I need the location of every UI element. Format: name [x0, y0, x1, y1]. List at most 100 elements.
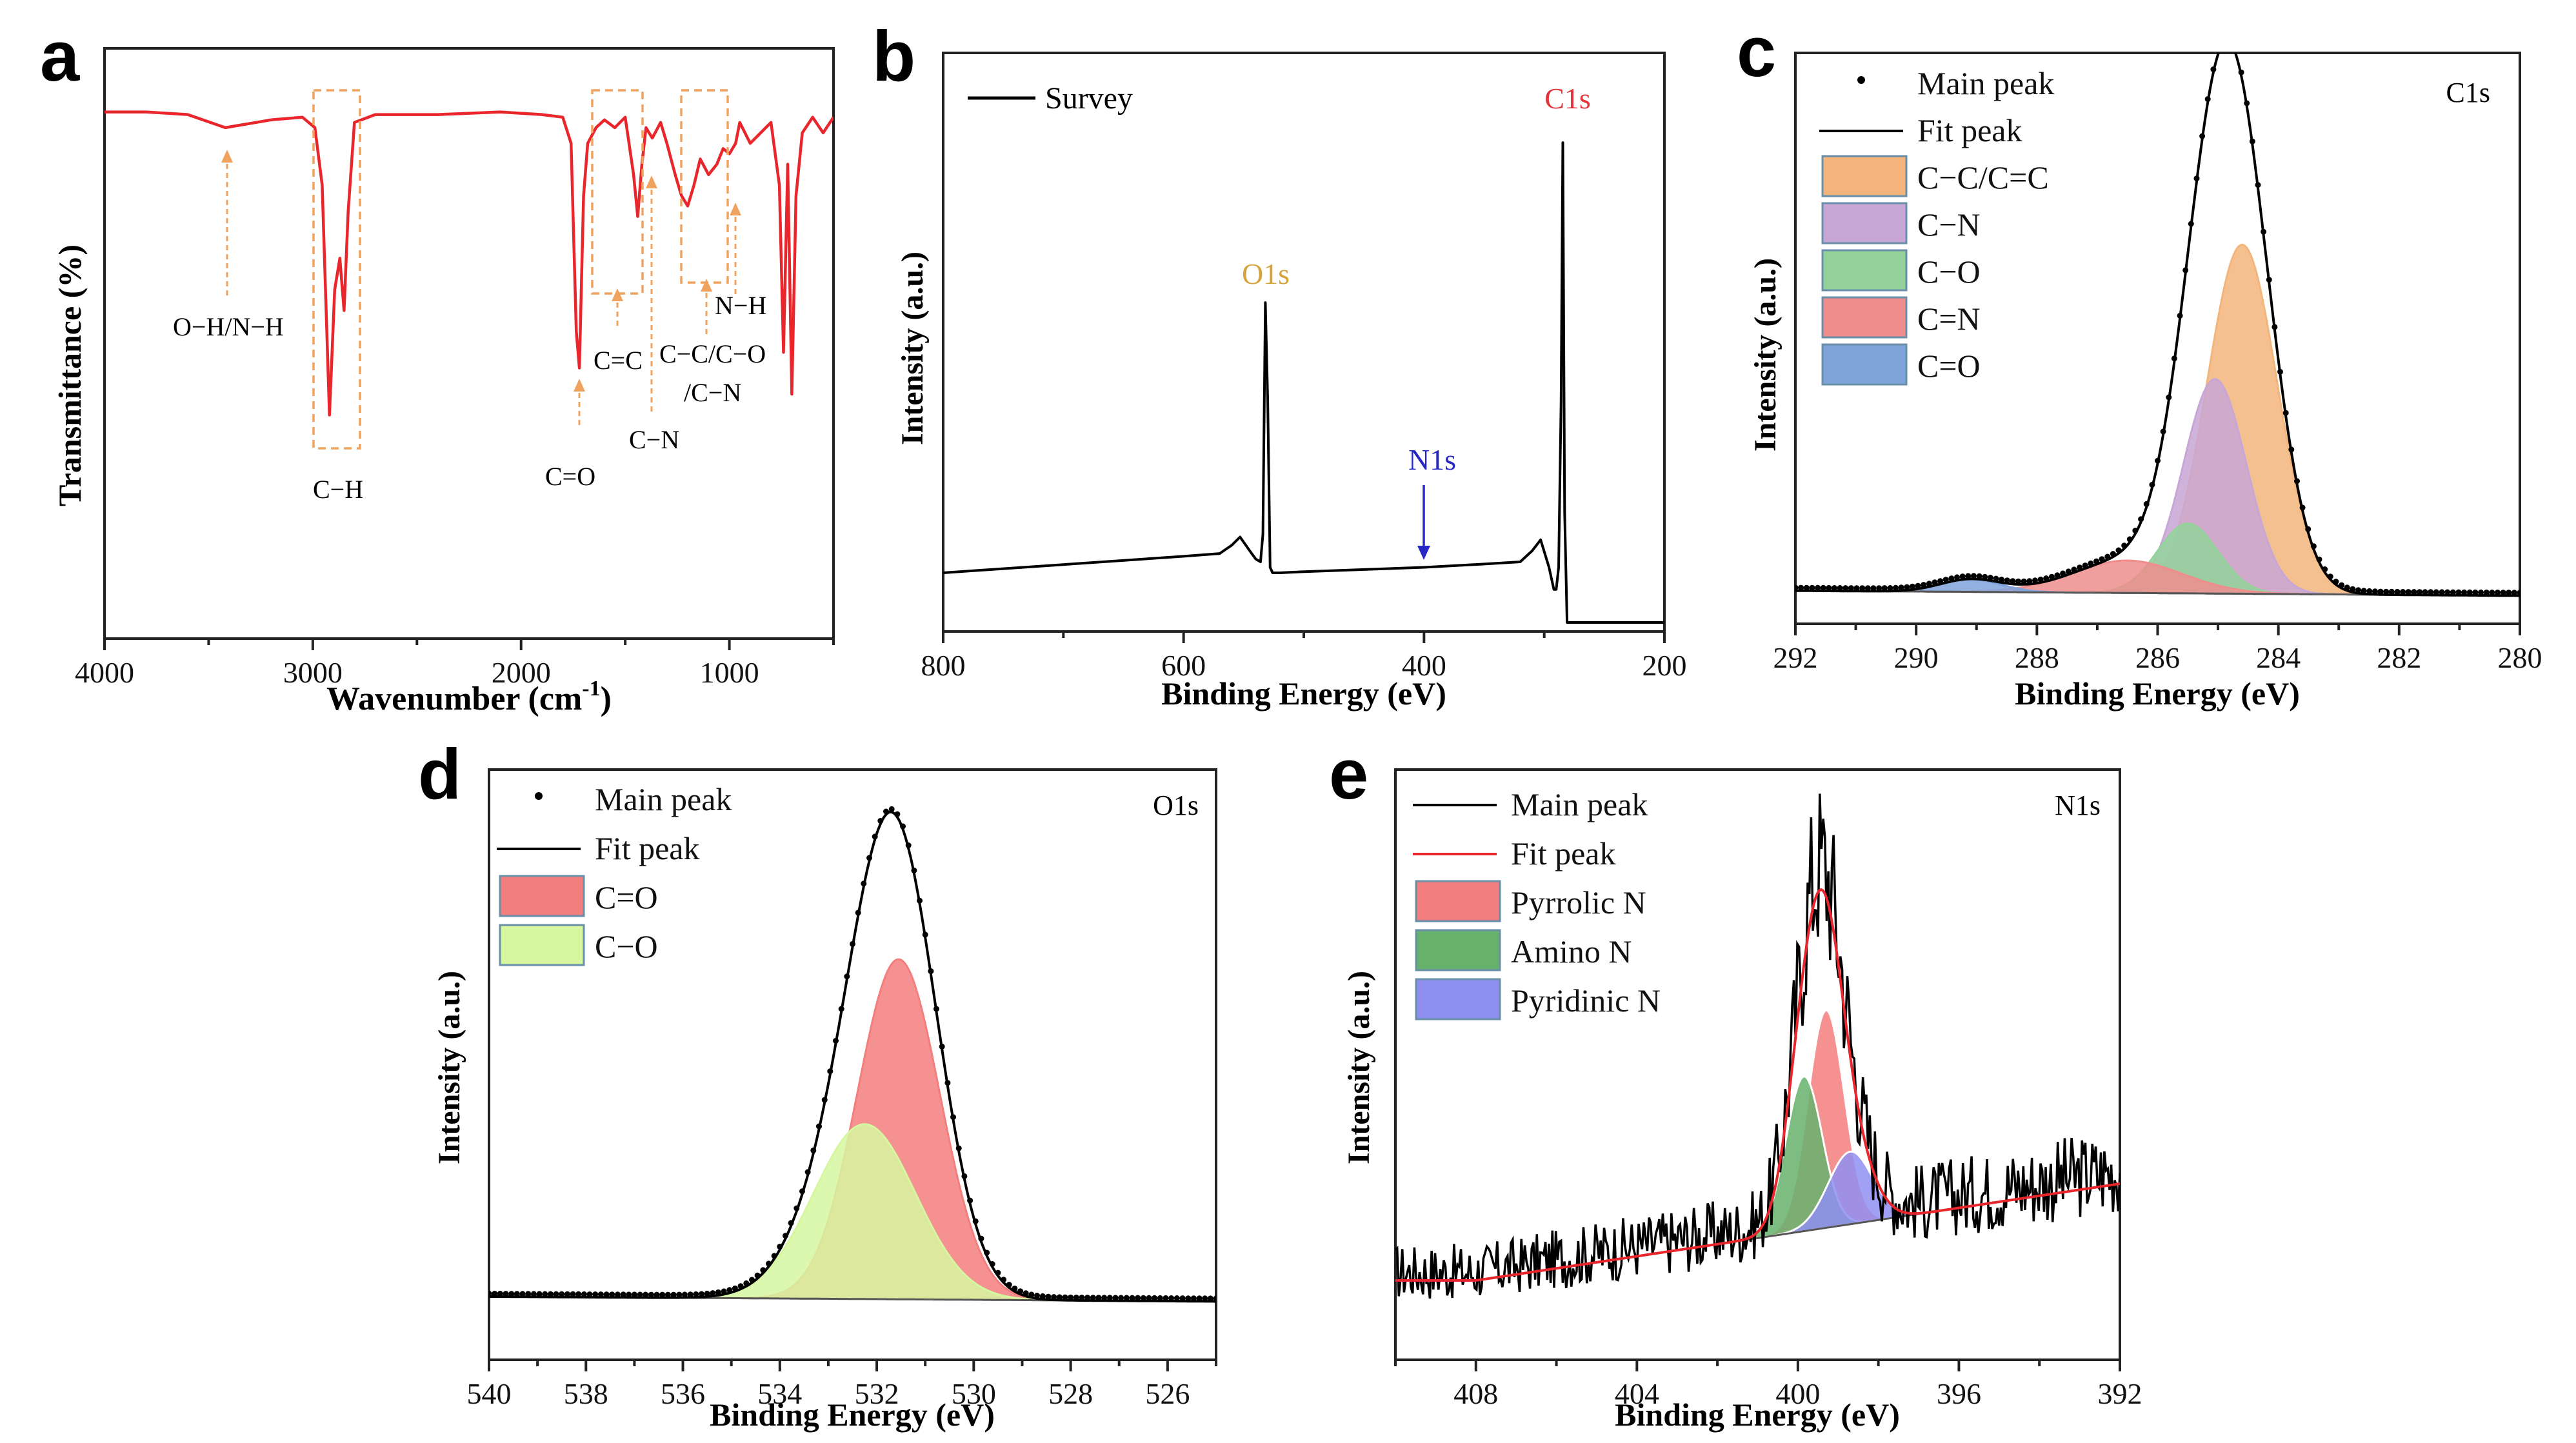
main-peak-point [1190, 1295, 1197, 1302]
main-peak-point [2444, 589, 2451, 595]
main-peak-point [1051, 1294, 1057, 1300]
peak-label-o1s: O1s [1242, 257, 1290, 290]
panel-letter-b: b [872, 17, 915, 96]
main-peak-point [654, 1291, 660, 1298]
x-tick-label: 400 [1402, 649, 1446, 682]
main-peak-point [1073, 1294, 1079, 1300]
main-peak-point [2282, 410, 2289, 416]
legend-label: C−C/C=C [1917, 159, 2049, 195]
main-peak-point [2261, 228, 2267, 235]
panel-a-ftir: a 4000 3000 2000 1000 Wavenumber (cm-1) Tra… [40, 17, 835, 717]
main-peak-point [2355, 587, 2361, 593]
main-peak-point [788, 1220, 794, 1226]
legend-swatch [1821, 249, 1908, 292]
main-peak-point [1084, 1295, 1091, 1301]
main-peak-point [519, 1291, 526, 1297]
panel-b-frame [942, 52, 1666, 633]
main-peak-point [2371, 588, 2378, 595]
main-peak-point [489, 1290, 492, 1297]
main-peak-point [866, 855, 872, 861]
main-peak-point [2316, 556, 2322, 562]
main-peak-point [1937, 578, 1944, 584]
panel-letter-a: a [40, 17, 80, 96]
main-peak-point [681, 1291, 688, 1298]
main-peak-point [643, 1291, 649, 1298]
legend-label: Pyridinic N [1511, 982, 1661, 1019]
x-tick-label: 536 [661, 1377, 705, 1410]
main-peak-point [989, 1261, 995, 1267]
main-peak-point [743, 1280, 750, 1286]
main-peak-point [777, 1244, 783, 1250]
legend-label: Amino N [1511, 933, 1632, 970]
main-peak-point [542, 1291, 548, 1297]
main-peak-point [1820, 584, 1826, 591]
legend-survey-label: Survey [1045, 81, 1133, 115]
component-Pyrrolic N [1395, 1009, 2120, 1282]
panel-d-xlabel: Binding Energy (eV) [710, 1397, 995, 1433]
main-peak-points [1795, 53, 2520, 596]
main-peak-point [2043, 575, 2050, 581]
n1s-arrowhead [1417, 546, 1430, 560]
main-peak-point [944, 1080, 951, 1086]
main-peak-point [2517, 590, 2520, 596]
main-peak-point [581, 1291, 587, 1297]
panel-d-title: O1s [1153, 790, 1199, 821]
main-peak-point [1915, 582, 1921, 589]
main-peak-point [2271, 324, 2278, 330]
panel-e-n1s: e 408 404 400 396 392 N1s Main peak Fit peak P… [1329, 735, 2142, 1433]
x-tick-label: 286 [2135, 641, 2180, 674]
main-peak-point [984, 1249, 990, 1256]
main-peak-point [2143, 501, 2150, 507]
series-line-ftir [105, 110, 834, 417]
main-peak-point [1017, 1288, 1024, 1295]
x-tick-label: 526 [1145, 1377, 1190, 1410]
main-peak-point [2450, 589, 2456, 595]
legend-label: C−N [1917, 206, 1981, 243]
main-peak-point [810, 1147, 817, 1153]
main-peak-point [1006, 1282, 1012, 1288]
main-peak-point [1028, 1291, 1035, 1298]
main-peak-point [995, 1269, 1001, 1276]
main-peak-point [760, 1267, 766, 1273]
main-peak-point [1976, 573, 1982, 579]
panel-a-xlabel: Wavenumber (cm-1) [326, 677, 612, 717]
main-peak-point [2322, 566, 2328, 572]
main-peak-point [2439, 589, 2445, 595]
main-peak-point [1135, 1295, 1141, 1301]
main-peak-point [2126, 536, 2133, 542]
main-peak-point [704, 1290, 710, 1297]
main-peak-point [2478, 589, 2484, 595]
main-peak-point [2400, 589, 2406, 595]
main-peak-point [1179, 1295, 1186, 1302]
x-tick-label: 528 [1048, 1377, 1093, 1410]
panel-c-ylabel: Intensity (a.u.) [1748, 258, 1782, 452]
main-peak-point [2305, 526, 2311, 532]
main-peak-point [626, 1291, 632, 1298]
main-peak-point [2138, 516, 2144, 522]
main-peak-point [1157, 1295, 1163, 1301]
legend-label: C=O [1917, 348, 1981, 384]
x-tick-label: 540 [467, 1377, 512, 1410]
legend-swatch [499, 924, 585, 966]
main-peak-point [664, 1291, 671, 1298]
main-peak-point [771, 1253, 777, 1259]
main-peak-point [1837, 585, 1843, 591]
main-peak-point [794, 1205, 800, 1211]
main-peak-point [503, 1291, 509, 1297]
main-peak-point [2310, 543, 2317, 550]
main-peak-point [2021, 578, 2027, 584]
legend-main-dot [535, 792, 543, 800]
main-peak-point [1196, 1295, 1203, 1302]
legend-label: C=O [595, 879, 658, 915]
x-tick-label: 396 [1937, 1377, 1981, 1410]
main-peak-point [659, 1291, 666, 1298]
x-tick-label: 800 [921, 649, 966, 682]
x-tick-label: 200 [1642, 649, 1687, 682]
main-peak-point [1948, 575, 1955, 582]
main-peak-point [816, 1123, 822, 1130]
legend-label: Main peak [595, 781, 732, 817]
main-peak-point [693, 1291, 699, 1297]
main-peak-point [1954, 574, 1960, 581]
main-peak-point [2249, 138, 2255, 144]
